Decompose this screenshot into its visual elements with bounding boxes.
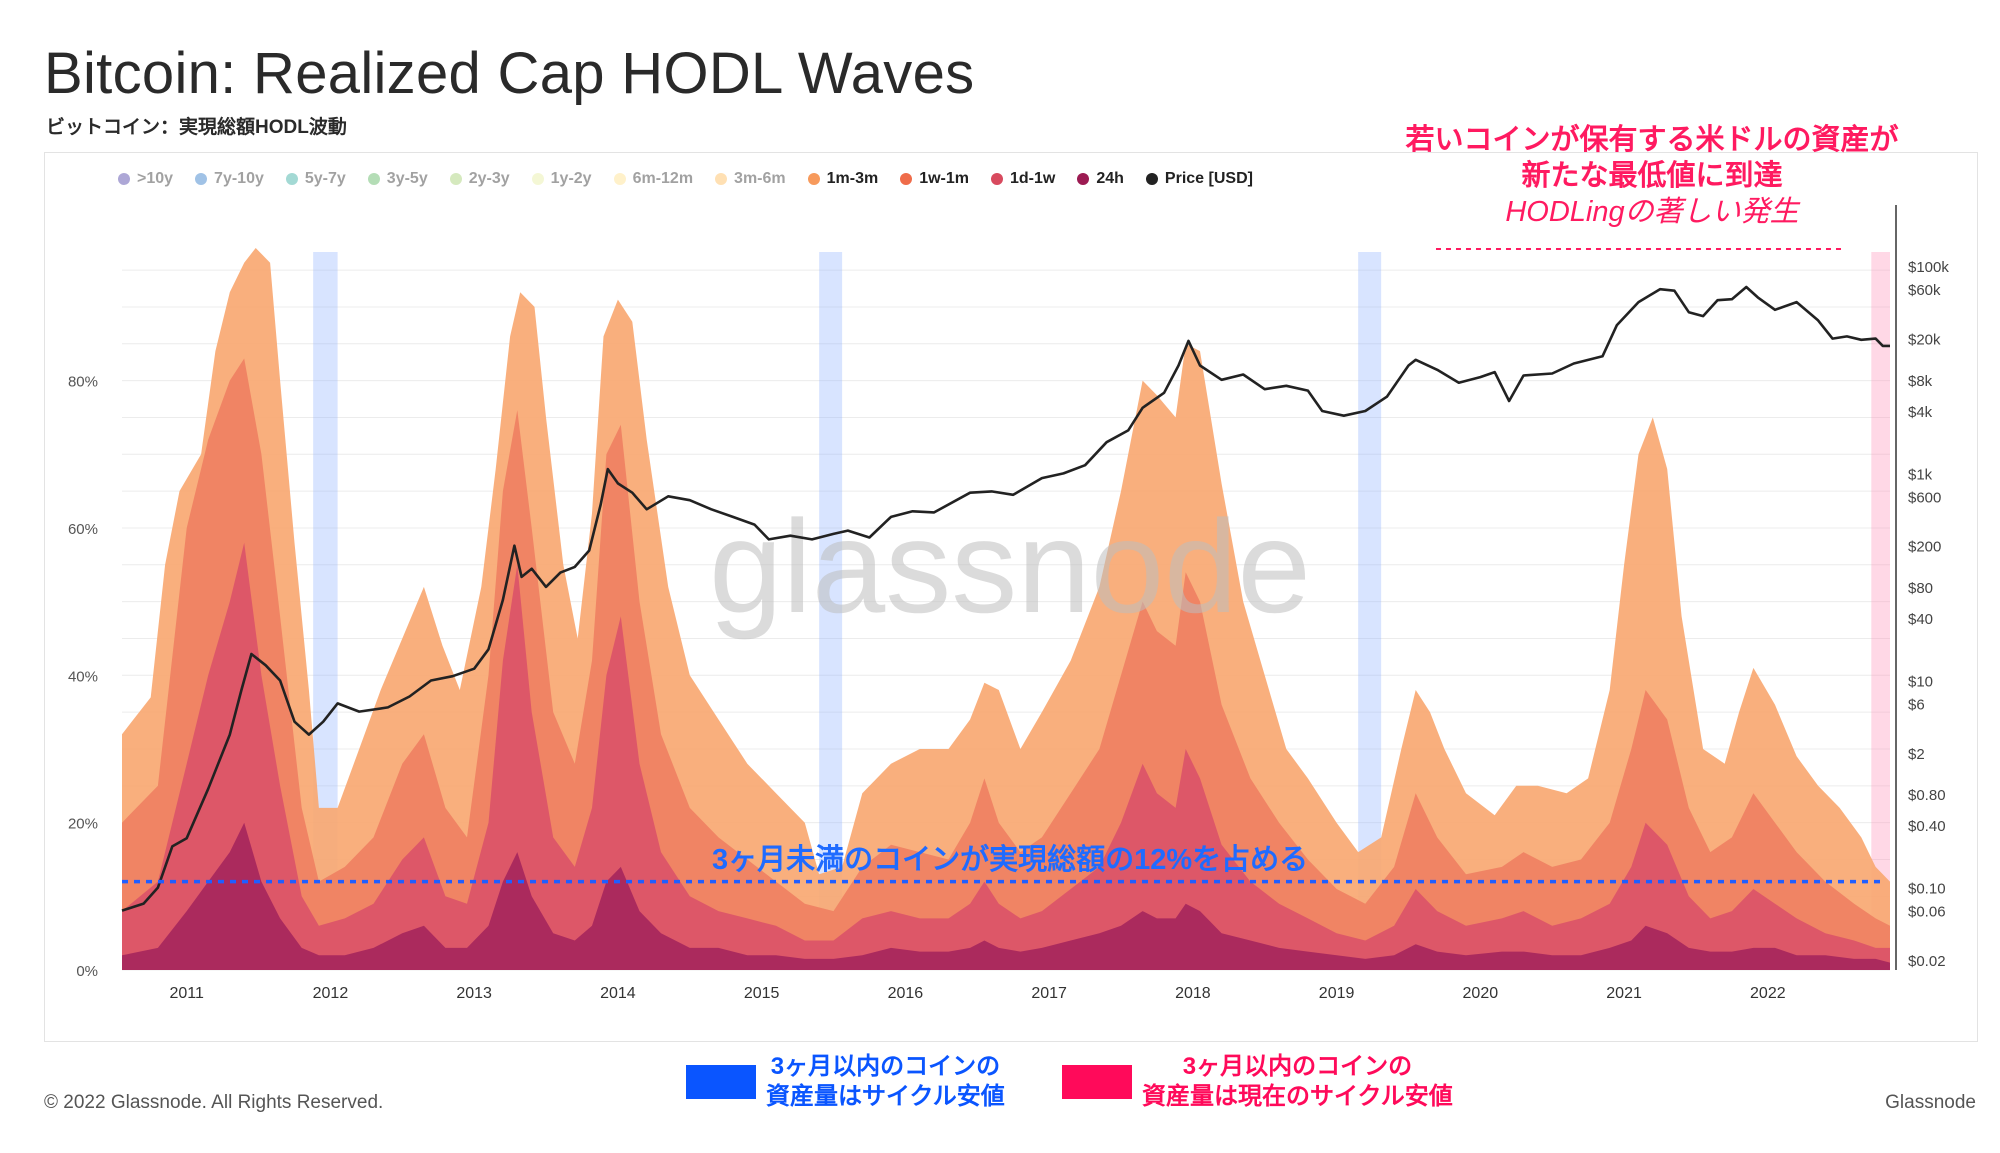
legend-item[interactable]: 1d-1w	[991, 170, 1055, 188]
legend-item[interactable]: 3y-5y	[367, 170, 428, 188]
key-text: 3ヶ月以内のコインの 資産量は現在のサイクル安値	[1142, 1052, 1453, 1112]
legend-label: 1y-2y	[550, 170, 592, 187]
legend-label: 1w-1m	[919, 170, 969, 187]
legend-label: 3y-5y	[386, 170, 428, 187]
legend-dot-icon	[900, 173, 913, 185]
legend-item[interactable]: 2y-3y	[449, 170, 510, 188]
legend-dot-icon	[991, 173, 1003, 185]
legend-item[interactable]: 24h	[1077, 170, 1124, 188]
legend-label: >10y	[137, 170, 174, 187]
annotation-reference-line: 3ヶ月未満のコインが実現総額の12%を占める	[712, 844, 1309, 876]
page-subtitle: ビットコイン：実現総額HODL波動	[46, 117, 347, 138]
legend-dot-icon	[807, 173, 820, 185]
key-swatch	[1062, 1065, 1132, 1099]
legend-label: 2y-3y	[468, 170, 510, 187]
key-line: 資産量は現在のサイクル安値	[1142, 1083, 1453, 1110]
legend-dot-icon	[367, 173, 380, 185]
key-line: 3ヶ月以内のコインの	[1182, 1053, 1413, 1080]
key-swatch	[686, 1065, 756, 1099]
legend-item[interactable]: 1w-1m	[900, 170, 969, 188]
legend-label: 7y-10y	[214, 170, 264, 187]
legend-label: 24h	[1096, 170, 1124, 187]
legend-dot-icon	[118, 173, 130, 185]
legend-key-cycle-low: 3ヶ月以内のコインの 資産量はサイクル安値	[686, 1052, 1005, 1112]
legend-item[interactable]: 1y-2y	[531, 170, 592, 188]
legend-item[interactable]: Price [USD]	[1145, 170, 1253, 188]
legend-dot-icon	[531, 173, 544, 185]
legend-label: 1d-1w	[1010, 170, 1056, 187]
legend-label: 5y-7y	[304, 170, 346, 187]
legend-dot-icon	[715, 173, 728, 185]
legend-dot-icon	[613, 173, 626, 185]
legend-item[interactable]: 5y-7y	[285, 170, 346, 188]
chart-frame	[44, 152, 1978, 1042]
legend-item[interactable]: 3m-6m	[715, 170, 786, 188]
chart-legend: >10y 7y-10y 5y-7y 3y-5y 2y-3y 1y-2y 6m-1…	[118, 170, 1253, 188]
legend-label: Price [USD]	[1164, 170, 1253, 187]
annotation-line: 新たな最低値に到達	[1521, 160, 1783, 192]
page-title: Bitcoin: Realized Cap HODL Waves	[44, 41, 975, 106]
key-text: 3ヶ月以内のコインの 資産量はサイクル安値	[766, 1052, 1005, 1112]
legend-dot-icon	[1077, 173, 1090, 185]
legend-item[interactable]: 1m-3m	[807, 170, 879, 188]
legend-label: 1m-3m	[826, 170, 879, 187]
annotation-top-right: 若いコインが保有する米ドルの資産が 新たな最低値に到達 HODLingの著しい発…	[1372, 122, 1932, 230]
legend-item[interactable]: >10y	[118, 170, 173, 188]
legend-dot-icon	[449, 173, 462, 185]
key-line: 資産量はサイクル安値	[766, 1083, 1005, 1110]
legend-dot-icon	[1145, 173, 1158, 185]
legend-key-current-low: 3ヶ月以内のコインの 資産量は現在のサイクル安値	[1062, 1052, 1453, 1112]
key-line: 3ヶ月以内のコインの	[770, 1053, 1001, 1080]
footer-brand: Glassnode	[1885, 1092, 1976, 1113]
legend-item[interactable]: 6m-12m	[613, 170, 694, 188]
legend-dot-icon	[195, 173, 208, 185]
annotation-line: 若いコインが保有する米ドルの資産が	[1405, 124, 1899, 156]
legend-label: 3m-6m	[734, 170, 786, 187]
annotation-subline: HODLingの著しい発生	[1505, 196, 1799, 228]
legend-item[interactable]: 7y-10y	[195, 170, 264, 188]
legend-label: 6m-12m	[632, 170, 694, 187]
footer-copyright: © 2022 Glassnode. All Rights Reserved.	[44, 1092, 384, 1113]
legend-dot-icon	[285, 173, 298, 185]
